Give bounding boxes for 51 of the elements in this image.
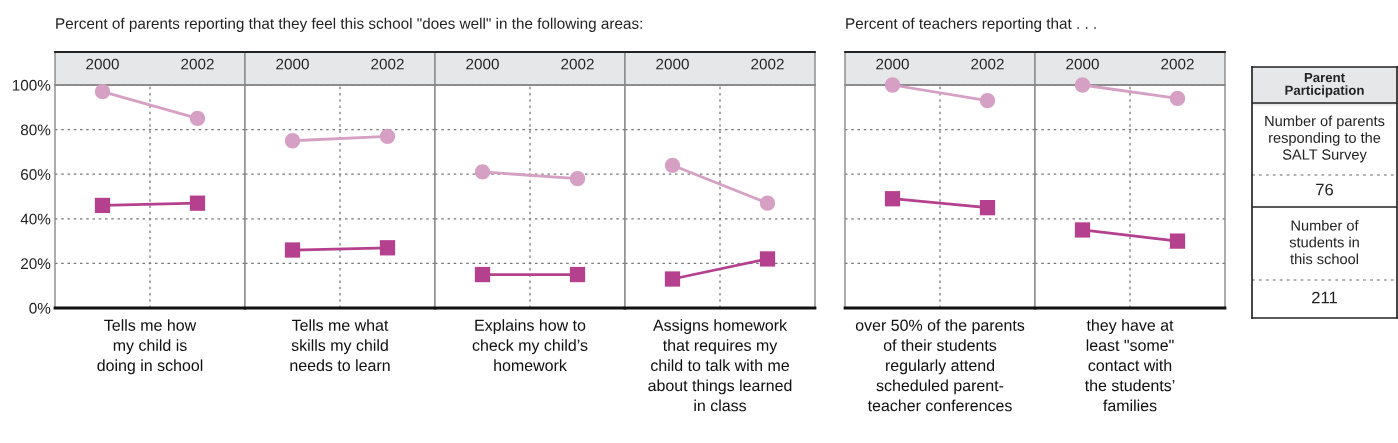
x-tick-label: 2000 xyxy=(466,58,499,70)
x-tick-label: 2002 xyxy=(971,58,1004,70)
x-tick-label: 2002 xyxy=(371,58,404,70)
point xyxy=(379,128,396,144)
point xyxy=(664,157,681,173)
point xyxy=(94,84,111,100)
x-tick-label: 2000 xyxy=(1066,58,1099,70)
point xyxy=(1074,222,1091,238)
y-tick-label: 60% xyxy=(21,169,51,180)
text: 211 xyxy=(1312,291,1337,304)
text: Number of students in this school xyxy=(1289,219,1359,265)
point xyxy=(884,77,901,93)
point xyxy=(1169,233,1186,249)
x-tick-label: 2000 xyxy=(876,58,909,70)
x-tick-label: 2002 xyxy=(1161,58,1194,70)
x-tick-label: 2000 xyxy=(276,58,309,70)
y-tick-label: 100% xyxy=(12,79,51,91)
x-axis-title: Tells me what skills my child needs to learn xyxy=(290,319,390,372)
point xyxy=(189,195,206,211)
text: Percent of parents reporting that they feel this school "does well" in the following areas: xyxy=(56,17,642,32)
x-axis-title: Assigns homework that requires my child to talk with me about things learned in class xyxy=(648,319,792,412)
text: Number of parents responding to the SALT Survey xyxy=(1265,115,1385,163)
x-tick-label: 2000 xyxy=(656,58,689,70)
x-tick-label: 2002 xyxy=(181,58,214,70)
point xyxy=(94,197,111,214)
point xyxy=(284,133,301,149)
x-axis-title: Tells me how my child is doing in school xyxy=(97,319,203,375)
point xyxy=(284,242,301,258)
point xyxy=(1169,90,1186,107)
x-tick-label: 2002 xyxy=(751,58,784,70)
text: 76 xyxy=(1316,183,1334,196)
point xyxy=(1074,77,1091,93)
x-axis-title: over 50% of the parents of their students regularly attend scheduled parent- teacher conferences xyxy=(855,319,1025,412)
x-axis-title: Explains how to check my child’s homework xyxy=(472,319,588,372)
x-tick-label: 2002 xyxy=(561,58,594,70)
point xyxy=(664,271,681,287)
point xyxy=(884,191,901,207)
point xyxy=(759,251,776,267)
chart-title: Percent of teachers reporting that . . . xyxy=(846,17,1096,32)
point xyxy=(379,240,396,256)
x-tick-label: 2000 xyxy=(86,58,119,70)
x-axis-title: they have at least "some" contact with the students’ families xyxy=(1084,319,1175,412)
text: Parent Participation xyxy=(1285,72,1364,98)
point xyxy=(979,92,996,109)
point xyxy=(189,110,206,127)
y-tick-label: 80% xyxy=(20,124,51,136)
point xyxy=(759,195,776,211)
y-tick-label: 40% xyxy=(20,213,51,225)
y-tick-label: 0% xyxy=(29,302,51,314)
point xyxy=(979,200,996,216)
y-tick-label: 20% xyxy=(21,258,51,270)
